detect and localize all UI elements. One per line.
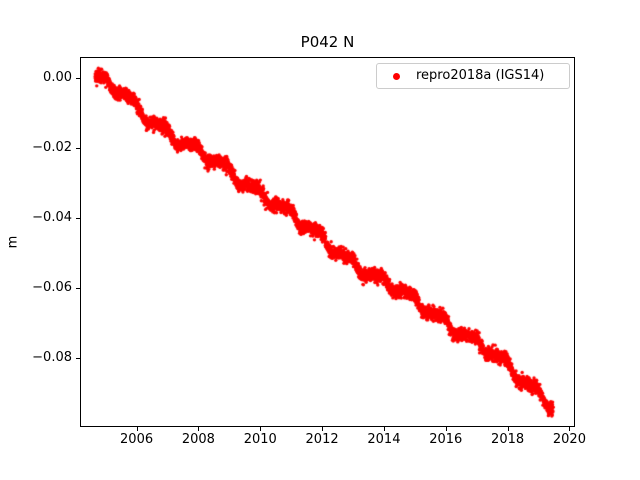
y-tick-mark bbox=[76, 148, 80, 149]
y-tick-label: −0.02 bbox=[32, 140, 72, 155]
x-tick-mark bbox=[260, 427, 262, 431]
x-tick-mark bbox=[569, 427, 571, 431]
x-tick-mark bbox=[136, 427, 138, 431]
y-tick-label: −0.08 bbox=[32, 350, 72, 366]
x-tick-mark bbox=[445, 427, 447, 431]
x-tick-mark bbox=[198, 427, 200, 431]
legend: repro2018a (IGS14) bbox=[376, 63, 570, 89]
x-tick-mark bbox=[507, 427, 509, 431]
scatter-series-canvas bbox=[81, 58, 574, 426]
chart-title: P042 N bbox=[300, 33, 355, 51]
y-tick-mark bbox=[76, 288, 80, 290]
y-tick-label: −0.06 bbox=[32, 280, 72, 296]
y-tick-mark bbox=[76, 358, 80, 360]
x-tick-label: 2016 bbox=[429, 432, 463, 447]
legend-marker-dot-icon bbox=[393, 72, 400, 80]
x-tick-mark bbox=[322, 427, 324, 431]
y-tick-label: 0.00 bbox=[43, 70, 72, 85]
x-tick-label: 2006 bbox=[120, 432, 154, 447]
legend-entry-label: repro2018a (IGS14) bbox=[416, 68, 545, 83]
x-tick-label: 2010 bbox=[243, 432, 277, 447]
plot-area bbox=[80, 57, 575, 427]
x-tick-label: 2014 bbox=[367, 432, 401, 447]
x-tick-label: 2020 bbox=[552, 432, 586, 447]
x-tick-label: 2012 bbox=[305, 432, 339, 447]
y-tick-mark bbox=[76, 78, 80, 79]
y-axis-label: m bbox=[5, 235, 21, 249]
y-tick-label: −0.04 bbox=[32, 210, 72, 226]
x-tick-mark bbox=[383, 427, 385, 431]
x-tick-label: 2018 bbox=[491, 432, 525, 447]
x-tick-label: 2008 bbox=[181, 432, 215, 447]
y-tick-mark bbox=[76, 218, 80, 220]
